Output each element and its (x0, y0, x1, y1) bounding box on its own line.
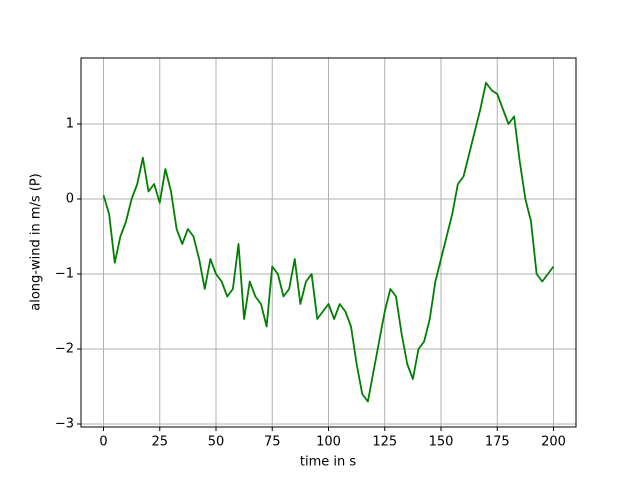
x-tick-label: 50 (208, 435, 225, 450)
x-tick-label: 175 (485, 435, 510, 450)
y-tick-label: 1 (66, 117, 74, 132)
y-tick-label: −2 (55, 342, 74, 357)
x-axis-label: time in s (300, 455, 356, 470)
y-tick-label: −3 (55, 417, 74, 432)
x-tick-label: 100 (316, 435, 341, 450)
x-tick-label: 75 (264, 435, 281, 450)
x-tick-label: 125 (372, 435, 397, 450)
plot-frame (80, 57, 577, 428)
y-axis-label: along-wind in m/s (P) (29, 173, 44, 311)
y-tick-label: −1 (55, 267, 74, 282)
y-tick-label: 0 (66, 192, 74, 207)
x-tick-label: 25 (151, 435, 168, 450)
data-line (102, 81, 555, 403)
x-tick-label: 200 (541, 435, 566, 450)
x-tick-label: 150 (429, 435, 454, 450)
x-tick-label: 0 (99, 435, 107, 450)
